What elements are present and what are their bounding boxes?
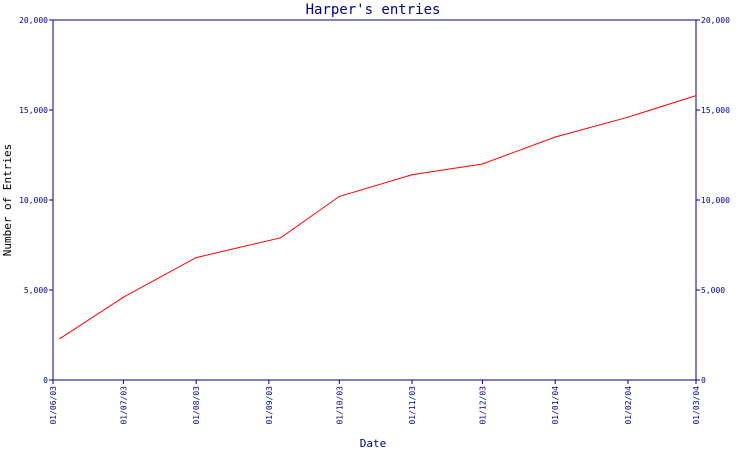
y-axis-label: Number of Entries — [1, 144, 14, 257]
y-tick-label-left: 0 — [43, 376, 48, 385]
x-tick-label: 01/06/03 — [49, 386, 58, 425]
x-tick-label: 01/08/03 — [192, 386, 201, 425]
data-point — [59, 338, 61, 340]
y-tick-label-right: 0 — [701, 376, 706, 385]
data-point — [695, 95, 697, 97]
x-tick-label: 01/07/03 — [119, 386, 128, 425]
data-point — [627, 116, 629, 118]
chart-title: Harper's entries — [306, 2, 441, 18]
data-point — [280, 237, 282, 239]
data-point — [554, 136, 556, 138]
y-tick-label-left: 10,000 — [19, 196, 48, 205]
x-axis: 01/06/03 01/07/03 01/08/03 01/09/03 01/10/03… — [49, 380, 701, 425]
y-tick-label-left: 20,000 — [19, 16, 48, 25]
x-tick-label: 01/02/04 — [624, 386, 633, 425]
x-tick-label: 01/10/03 — [335, 386, 344, 425]
x-tick-label: 01/09/03 — [265, 386, 274, 425]
x-tick-label: 01/12/03 — [478, 386, 487, 425]
data-point — [411, 174, 413, 176]
y-tick-label-right: 20,000 — [701, 16, 730, 25]
y-tick-label-right: 5,000 — [701, 286, 725, 295]
x-axis-label: Date — [360, 437, 387, 450]
y-tick-label-left: 15,000 — [19, 106, 48, 115]
data-point — [195, 257, 197, 259]
data-point — [338, 195, 340, 197]
series-line — [59, 95, 697, 340]
x-tick-label: 01/01/04 — [551, 386, 560, 425]
y-axis-right: 0 5,000 10,000 15,000 20,000 — [696, 16, 730, 385]
y-tick-label-right: 10,000 — [701, 196, 730, 205]
series-layer — [59, 95, 697, 340]
y-tick-label-left: 5,000 — [24, 286, 48, 295]
y-tick-label-right: 15,000 — [701, 106, 730, 115]
x-tick-label: 01/03/04 — [692, 386, 701, 425]
data-point — [122, 296, 125, 298]
plot-frame — [52, 19, 697, 381]
data-point — [481, 163, 484, 165]
y-axis-left: 0 5,000 10,000 15,000 20,000 — [19, 16, 53, 385]
x-tick-label: 01/11/03 — [408, 386, 417, 425]
